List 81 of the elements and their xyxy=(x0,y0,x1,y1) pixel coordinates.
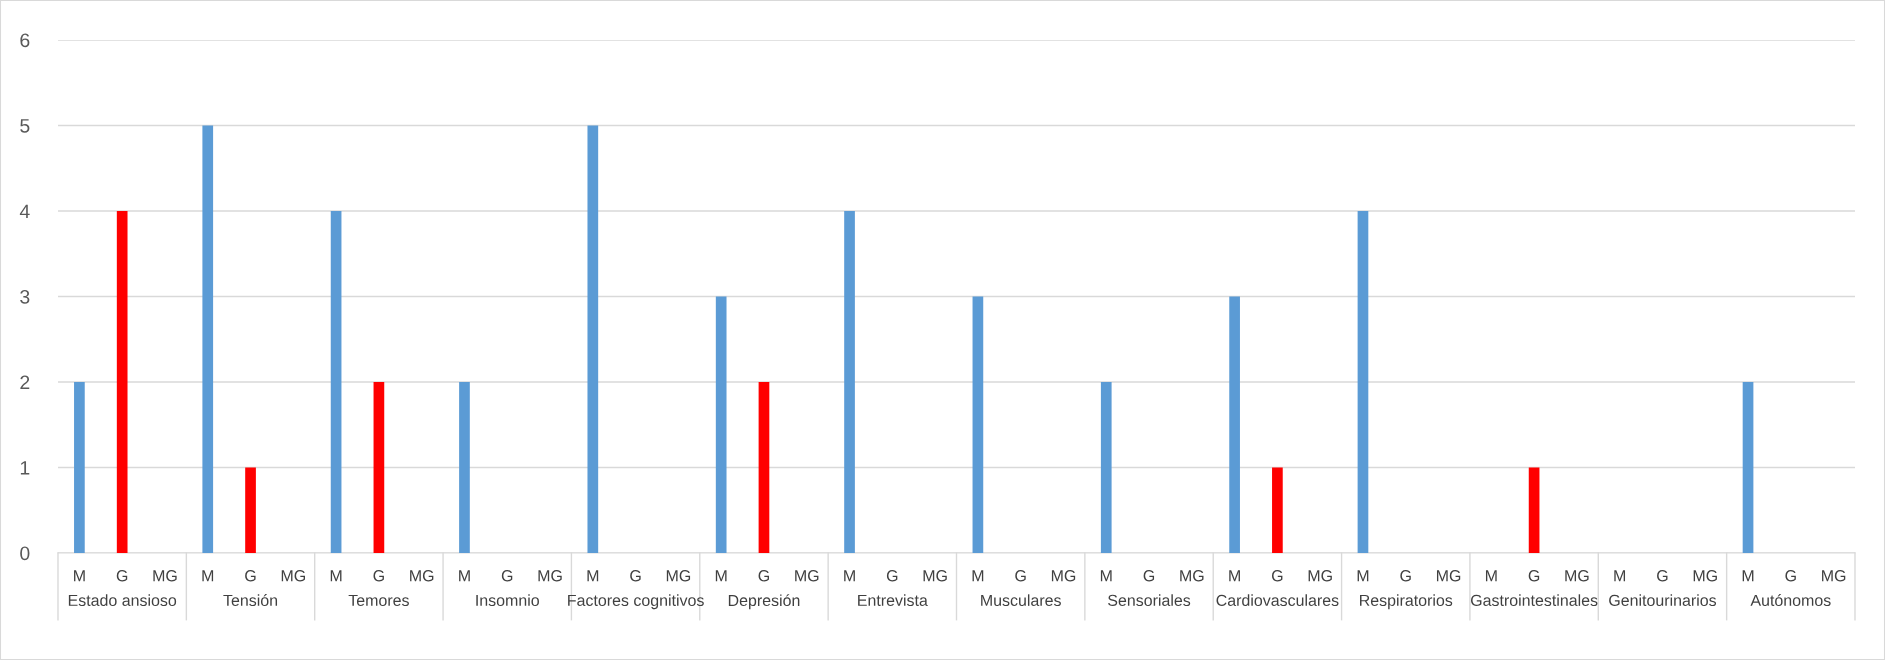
x-tick-label: MG xyxy=(1180,570,1204,582)
x-tick-label: MG xyxy=(281,570,305,582)
x-tick-label: G xyxy=(1015,570,1026,582)
x-tick-label: MG xyxy=(795,570,819,582)
y-tick-label: 2 xyxy=(20,375,30,390)
x-tick-label: G xyxy=(245,570,256,582)
x-tick-label: M xyxy=(459,570,470,582)
text: Factores cognitivos xyxy=(568,594,704,610)
y-tick-label: 0 xyxy=(20,546,30,561)
x-tick-label: G xyxy=(501,570,513,582)
bar xyxy=(245,467,256,553)
x-tick-label: G xyxy=(758,570,769,582)
bar xyxy=(373,382,385,553)
bar xyxy=(844,211,855,553)
x-tick-label: MG xyxy=(923,570,947,582)
x-tick-label: M xyxy=(844,570,855,582)
text: Respiratorios xyxy=(1360,594,1453,610)
bar xyxy=(587,125,599,553)
x-tick-label: M xyxy=(587,570,599,582)
text: Estado ansioso xyxy=(68,594,177,607)
bar xyxy=(202,125,214,553)
x-tick-label: M xyxy=(74,570,85,582)
x-tick-label: G xyxy=(1528,570,1540,582)
x-tick-label: M xyxy=(330,570,342,582)
x-tick-label: MG xyxy=(153,570,177,582)
bar xyxy=(758,382,770,553)
y-tick-label: 5 xyxy=(20,119,30,133)
x-tick-label: MG xyxy=(410,570,434,582)
y-tick-label: 1 xyxy=(20,461,30,475)
bar xyxy=(330,211,342,553)
x-tick-label: MG xyxy=(1308,570,1332,582)
x-tick-label: M xyxy=(1100,570,1112,582)
x-tick-label: G xyxy=(1143,570,1155,582)
x-tick-label: MG xyxy=(1693,570,1717,582)
bar xyxy=(1272,467,1283,553)
text: Cardiovasculares xyxy=(1216,594,1339,607)
bar xyxy=(1528,467,1540,553)
bar xyxy=(459,382,470,553)
text: Entrevista xyxy=(858,594,928,607)
text: Musculares xyxy=(981,594,1061,607)
text: Genitourinarios xyxy=(1609,594,1717,607)
x-tick-label: MG xyxy=(538,570,562,582)
x-tick-label: M xyxy=(1485,570,1497,582)
x-tick-label: G xyxy=(630,570,641,582)
x-tick-label: MG xyxy=(1051,570,1076,582)
text: Tensión xyxy=(223,594,278,607)
bar xyxy=(1229,296,1240,553)
x-tick-label: G xyxy=(116,570,128,582)
text: Insomnio xyxy=(476,594,539,607)
bar xyxy=(1742,382,1754,553)
x-tick-label: MG xyxy=(666,570,691,582)
x-tick-label: M xyxy=(1614,570,1626,582)
text: Sensoriales xyxy=(1108,594,1191,607)
x-tick-label: MG xyxy=(1565,570,1589,582)
bar xyxy=(74,382,85,553)
x-tick-label: M xyxy=(202,570,214,582)
x-tick-label: G xyxy=(373,570,384,582)
x-tick-label: G xyxy=(1400,570,1411,582)
text: Temores xyxy=(348,594,409,607)
y-tick-label: 4 xyxy=(19,204,30,219)
x-tick-label: G xyxy=(886,570,898,582)
x-tick-label: M xyxy=(1742,570,1754,582)
x-tick-label: M xyxy=(1357,570,1369,582)
x-tick-label: MG xyxy=(1436,570,1461,582)
x-tick-label: M xyxy=(1229,570,1240,582)
x-tick-label: M xyxy=(715,570,727,582)
text: Autónomos xyxy=(1750,594,1831,607)
y-tick-label: 6 xyxy=(20,33,30,48)
x-tick-label: M xyxy=(972,570,984,582)
bar xyxy=(715,296,727,553)
x-tick-label: G xyxy=(1271,570,1283,582)
x-tick-label: G xyxy=(1785,570,1796,582)
x-tick-label: G xyxy=(1657,570,1668,582)
y-tick-label: 3 xyxy=(20,289,30,304)
bar xyxy=(972,296,984,553)
bar xyxy=(1100,382,1112,553)
bar xyxy=(116,211,128,553)
x-tick-label: MG xyxy=(1822,570,1846,582)
text: Gastrointestinales xyxy=(1470,594,1598,607)
text: Depresión xyxy=(728,594,800,610)
bar xyxy=(1357,211,1369,553)
